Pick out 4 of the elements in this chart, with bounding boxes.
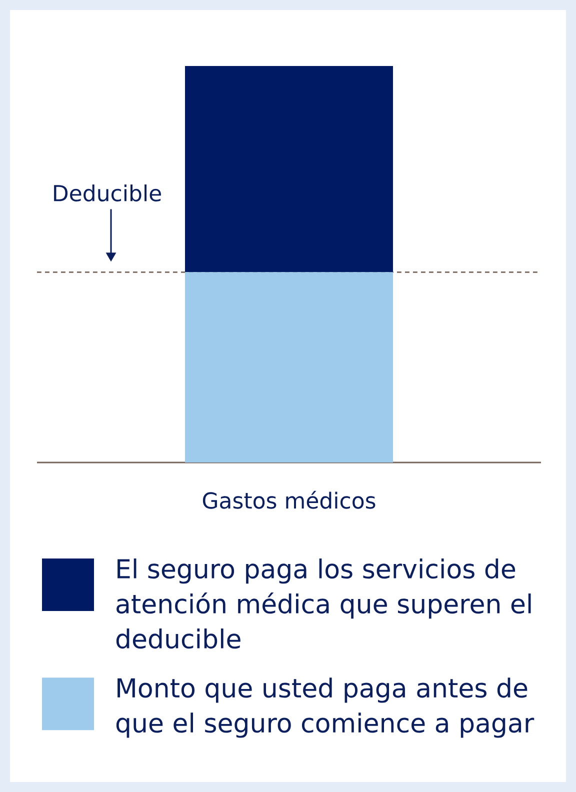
legend-label: Monto que usted paga antes de que el seguro comience a pagar bbox=[116, 678, 534, 738]
text: Deducible bbox=[54, 184, 161, 202]
legend-label: El seguro paga los servicios de atención médica que superen el deducible bbox=[116, 558, 531, 649]
x-axis-title: Gastos médicos bbox=[202, 490, 376, 509]
